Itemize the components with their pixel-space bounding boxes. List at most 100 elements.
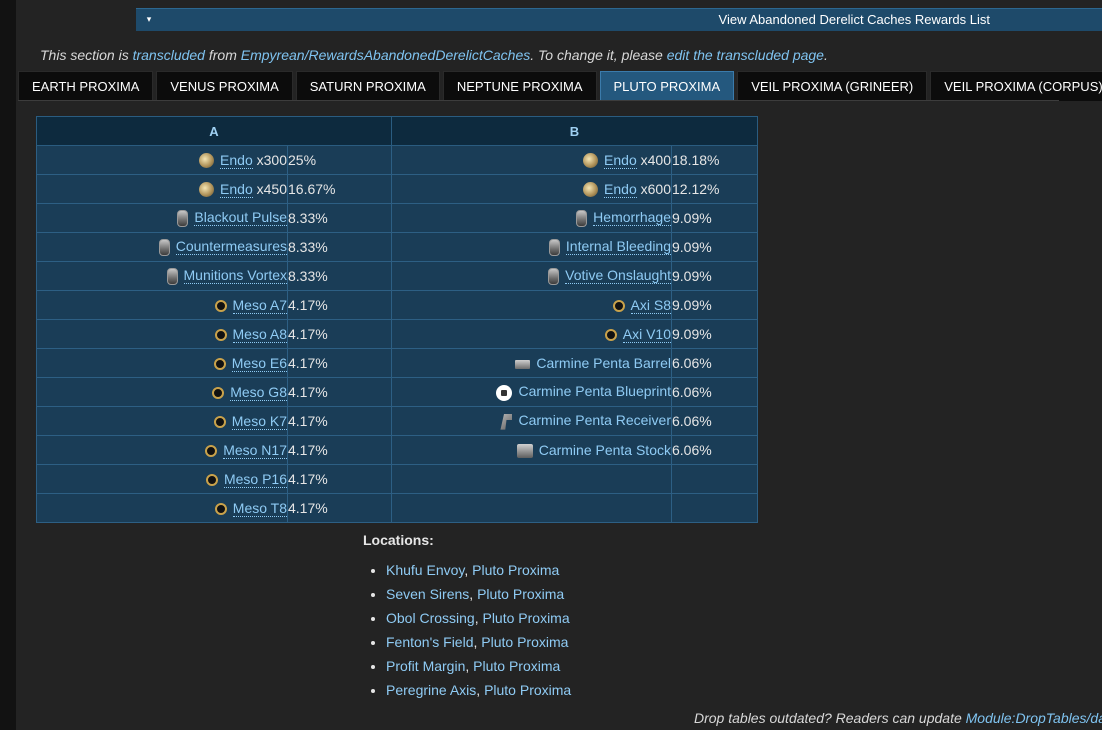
reward-quantity: x300	[252, 151, 287, 168]
reward-item-cell-b: Internal Bleeding	[391, 232, 672, 262]
left-gutter	[0, 0, 16, 730]
tab-saturn-proxima[interactable]: SATURN PROXIMA	[295, 71, 440, 101]
reward-item-link[interactable]: Axi V10	[622, 326, 671, 343]
reward-item-cell-b: Carmine Penta Stock	[391, 435, 672, 465]
relic-icon	[612, 300, 625, 313]
reward-item-cell-b: Carmine Penta Barrel	[391, 348, 672, 378]
table-row: Meso K7 4.17% Carmine Penta Receiver 6.06%	[36, 406, 758, 436]
table-row: Meso A8 4.17% Axi V10 9.09%	[36, 319, 758, 349]
location-region-link[interactable]: Pluto Proxima	[481, 634, 569, 650]
relic-icon	[214, 503, 227, 516]
reward-item-cell-b: Axi S8	[391, 290, 672, 320]
mod-icon	[166, 267, 178, 285]
reward-item-cell-a: Meso G8	[36, 377, 288, 407]
reward-item-link[interactable]: Endo	[220, 151, 253, 169]
reward-chance-cell-b: 9.09%	[671, 261, 758, 291]
reward-chance-cell-b: 9.09%	[671, 319, 758, 349]
collapsible-title[interactable]: View Abandoned Derelict Caches Rewards L…	[718, 12, 990, 27]
reward-chance-cell-b: 9.09%	[671, 203, 758, 233]
location-separator: ,	[465, 658, 474, 674]
reward-item-cell-b	[391, 464, 672, 494]
reward-chance-cell-a: 8.33%	[287, 261, 392, 291]
location-node-link[interactable]: Fenton's Field	[386, 634, 474, 650]
reward-item-cell-b: Carmine Penta Blueprint	[391, 377, 672, 407]
source-page-link[interactable]: Empyrean/RewardsAbandonedDerelictCaches	[240, 47, 531, 63]
rotation-b-header: B	[391, 116, 758, 146]
reward-item-link[interactable]: Axi S8	[630, 297, 671, 314]
reward-chance-cell-b: 9.09%	[671, 290, 758, 320]
tab-venus-proxima[interactable]: VENUS PROXIMA	[156, 71, 293, 101]
reward-item-link[interactable]: Meso T8	[232, 500, 287, 517]
location-node-link[interactable]: Obol Crossing	[386, 610, 475, 626]
tab-earth-proxima[interactable]: EARTH PROXIMA	[18, 71, 154, 101]
reward-chance-cell-a: 16.67%	[287, 174, 392, 204]
reward-item-link[interactable]: Meso A8	[232, 326, 287, 343]
reward-item-link[interactable]: Carmine Penta Barrel	[536, 355, 671, 371]
rewards-header-row: A B	[36, 116, 758, 146]
mod-icon	[548, 238, 560, 256]
drop-tables-module-link[interactable]: Module:DropTables/da	[965, 710, 1102, 726]
tab-neptune-proxima[interactable]: NEPTUNE PROXIMA	[442, 71, 597, 101]
reward-item-link[interactable]: Meso A7	[232, 297, 287, 314]
location-node-link[interactable]: Peregrine Axis	[386, 682, 477, 698]
transcluded-link[interactable]: transcluded	[132, 47, 205, 63]
locations-title: Locations:	[363, 532, 434, 548]
reward-chance-cell-a: 4.17%	[287, 319, 392, 349]
location-region-link[interactable]: Pluto Proxima	[484, 682, 572, 698]
edit-transcluded-link[interactable]: edit the transcluded page	[666, 47, 824, 63]
reward-chance-cell-b	[671, 493, 758, 523]
receiver-icon	[500, 413, 513, 430]
location-region-link[interactable]: Pluto Proxima	[472, 562, 560, 578]
reward-item-link[interactable]: Meso K7	[231, 413, 287, 430]
table-row: Meso T8 4.17%	[36, 493, 758, 523]
reward-item-link[interactable]: Countermeasures	[175, 238, 287, 256]
reward-item-cell-a: Meso A7	[36, 290, 288, 320]
reward-chance-cell-b: 18.18%	[671, 145, 758, 175]
reward-item-link[interactable]: Endo	[604, 180, 637, 198]
collapse-toggle-icon[interactable]: ▾	[146, 14, 152, 24]
reward-item-link[interactable]: Carmine Penta Receiver	[518, 412, 671, 429]
reward-item-link[interactable]: Meso G8	[230, 384, 287, 401]
reward-item-cell-a: Meso K7	[36, 406, 288, 436]
reward-item-link[interactable]: Votive Onslaught	[565, 267, 671, 285]
location-node-link[interactable]: Seven Sirens	[386, 586, 470, 602]
reward-item-link[interactable]: Meso P16	[223, 471, 287, 488]
table-row: Meso A7 4.17% Axi S8 9.09%	[36, 290, 758, 320]
region-tabs: EARTH PROXIMA VENUS PROXIMA SATURN PROXI…	[18, 71, 1102, 101]
reward-chance-cell-a: 4.17%	[287, 377, 392, 407]
reward-item-cell-a: Endo x300	[36, 145, 288, 175]
reward-item-link[interactable]: Blackout Pulse	[194, 209, 287, 227]
location-separator: ,	[469, 586, 478, 602]
reward-item-link[interactable]: Meso E6	[231, 355, 287, 372]
reward-item-link[interactable]: Munitions Vortex	[183, 267, 287, 285]
relic-icon	[213, 416, 226, 429]
reward-item-link[interactable]: Endo	[604, 151, 637, 169]
location-node-link[interactable]: Profit Margin	[386, 658, 466, 674]
reward-item-link[interactable]: Endo	[220, 180, 253, 198]
relic-icon	[604, 329, 617, 342]
relic-icon	[205, 445, 218, 458]
reward-item-cell-b: Carmine Penta Receiver	[391, 406, 672, 436]
collapsible-header[interactable]: ▾ View Abandoned Derelict Caches Rewards…	[136, 8, 1102, 31]
endo-icon	[583, 182, 599, 198]
tab-pluto-proxima[interactable]: PLUTO PROXIMA	[599, 71, 735, 101]
rotation-a-header: A	[36, 116, 392, 146]
reward-item-link[interactable]: Carmine Penta Stock	[538, 441, 671, 458]
table-row: Meso G8 4.17% Carmine Penta Blueprint 6.06%	[36, 377, 758, 407]
reward-item-cell-b: Endo x600	[391, 174, 672, 204]
location-region-link[interactable]: Pluto Proxima	[477, 586, 565, 602]
location-node-link[interactable]: Khufu Envoy	[386, 562, 465, 578]
reward-item-link[interactable]: Hemorrhage	[593, 209, 671, 227]
reward-item-cell-b: Axi V10	[391, 319, 672, 349]
endo-icon	[583, 153, 599, 169]
reward-item-link[interactable]: Meso N17	[223, 442, 287, 459]
reward-quantity: x400	[636, 151, 671, 168]
tab-veil-proxima-grineer[interactable]: VEIL PROXIMA (GRINEER)	[737, 71, 928, 101]
location-region-link[interactable]: Pluto Proxima	[482, 610, 570, 626]
reward-item-link[interactable]: Internal Bleeding	[565, 238, 671, 256]
reward-item-link[interactable]: Carmine Penta Blueprint	[518, 383, 671, 400]
location-separator: ,	[464, 562, 473, 578]
reward-item-cell-b: Votive Onslaught	[391, 261, 672, 291]
location-region-link[interactable]: Pluto Proxima	[473, 658, 561, 674]
tab-veil-proxima-corpus[interactable]: VEIL PROXIMA (CORPUS)	[930, 71, 1102, 101]
